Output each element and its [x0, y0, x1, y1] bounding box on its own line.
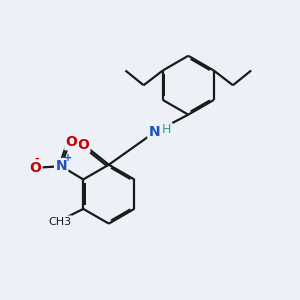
Text: O: O	[77, 138, 89, 152]
Text: -: -	[34, 154, 39, 164]
Text: H: H	[162, 124, 172, 136]
Text: +: +	[64, 153, 72, 163]
Text: N: N	[56, 159, 67, 173]
Text: N: N	[148, 125, 160, 139]
Text: O: O	[29, 161, 41, 175]
Text: CH3: CH3	[48, 217, 71, 226]
Text: O: O	[66, 135, 77, 149]
